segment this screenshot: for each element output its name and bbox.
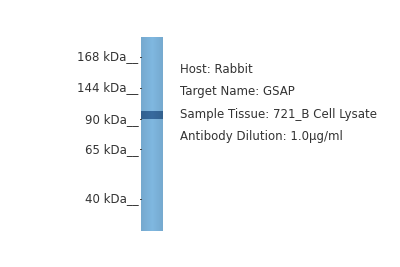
Text: Antibody Dilution: 1.0μg/ml: Antibody Dilution: 1.0μg/ml bbox=[180, 130, 343, 143]
Text: Target Name: GSAP: Target Name: GSAP bbox=[180, 85, 295, 98]
Text: 90 kDa__: 90 kDa__ bbox=[85, 113, 138, 126]
Text: 40 kDa__: 40 kDa__ bbox=[85, 192, 138, 205]
Text: 65 kDa__: 65 kDa__ bbox=[85, 143, 138, 156]
Text: 144 kDa__: 144 kDa__ bbox=[77, 81, 138, 94]
Text: Sample Tissue: 721_B Cell Lysate: Sample Tissue: 721_B Cell Lysate bbox=[180, 108, 377, 121]
Text: Host: Rabbit: Host: Rabbit bbox=[180, 62, 253, 76]
Text: 168 kDa__: 168 kDa__ bbox=[77, 50, 138, 63]
